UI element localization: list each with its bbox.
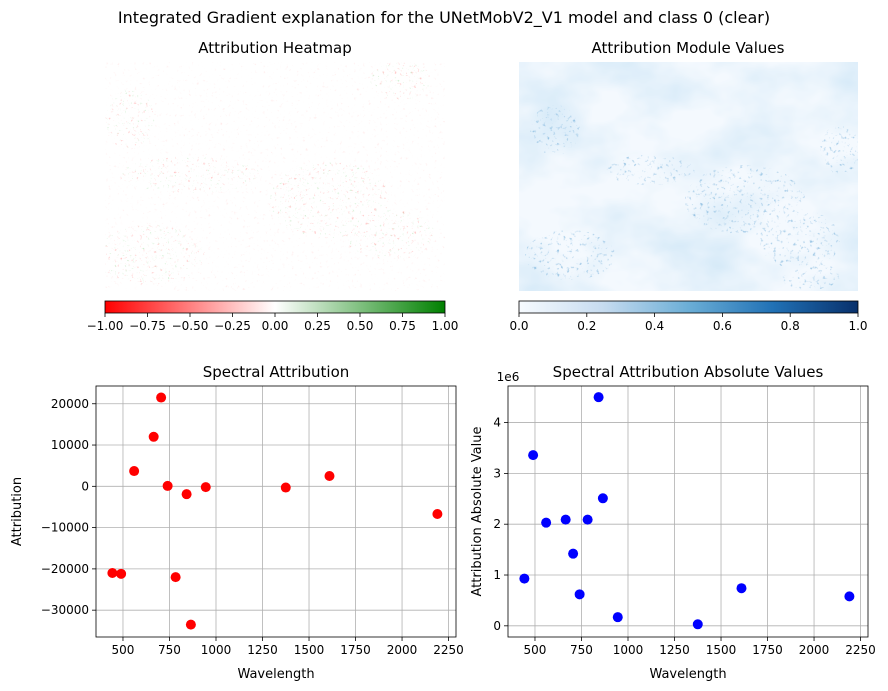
attribution-heatmap-panel: Attribution Heatmap −1.00 −0.75 −0.50 −0.25… [87, 39, 459, 333]
y-tick-label: 4 [493, 416, 501, 430]
chart-title: Spectral Attribution [203, 363, 350, 381]
scatter-point [597, 493, 608, 504]
x-tick-label: 1750 [752, 643, 783, 657]
scatter-point [560, 514, 571, 525]
x-tick-label: 750 [570, 643, 593, 657]
x-tick-label: 1000 [613, 643, 644, 657]
x-tick-label: 2250 [433, 643, 464, 657]
x-tick-label: 2000 [799, 643, 830, 657]
heatmap-left-title: Attribution Heatmap [198, 39, 352, 57]
scatter-point [844, 591, 855, 602]
plot-frame [507, 385, 869, 638]
scatter-point [541, 517, 552, 528]
colorbar-tick-label: 0.2 [577, 319, 596, 333]
colorbar-tick-label: 0.25 [304, 319, 331, 333]
x-tick-label: 1250 [659, 643, 690, 657]
colorbar-tick-label: 0.4 [645, 319, 664, 333]
colorbar-tick-label: 1.00 [432, 319, 459, 333]
scatter-point [324, 470, 335, 481]
scatter-point [200, 482, 211, 493]
attribution-module-panel: Attribution Module Values 0.0 0.2 0.4 0.6 0.… [509, 39, 867, 333]
scatter-point [170, 572, 181, 583]
y-tick-label: 0 [493, 619, 501, 633]
x-tick-label: 1750 [340, 643, 371, 657]
x-tick-label: 1250 [247, 643, 278, 657]
scatter-point [574, 589, 585, 600]
colorbar-tick-label: 0.0 [509, 319, 528, 333]
colorbar-tick-label: −0.25 [214, 319, 251, 333]
colorbar-tick-label: −0.50 [172, 319, 209, 333]
colorbar-tick-label: 0.00 [262, 319, 289, 333]
colorbar-tick-label: 0.50 [347, 319, 374, 333]
plot-frame [95, 385, 457, 638]
x-tick-label: 2000 [387, 643, 418, 657]
scatter-point [185, 619, 196, 630]
heatmap-right-title: Attribution Module Values [592, 39, 785, 57]
scatter-point [432, 508, 443, 519]
x-axis-label: Wavelength [649, 667, 726, 682]
colorbar-tick-label: −1.00 [87, 319, 124, 333]
y-tick-label: 1 [493, 568, 501, 582]
scatter-point [612, 612, 623, 623]
scatter-point [736, 583, 747, 594]
scatter-point [582, 514, 593, 525]
heatmap-left-image [105, 62, 445, 291]
colorbar-tick-label: 0.75 [389, 319, 416, 333]
colorbar-left [104, 300, 446, 314]
spectral-attribution-absolute-chart: 500 750 1000 1250 1500 1750 2000 2250 0 1 2 3 4 Spect… [470, 363, 876, 682]
y-axis-offset-label: 1e6 [497, 370, 520, 384]
x-tick-label: 2250 [845, 643, 876, 657]
scatter-point [692, 619, 703, 630]
y-tick-label: −10000 [41, 521, 89, 535]
scatter-point [162, 480, 173, 491]
x-tick-label: 1500 [294, 643, 325, 657]
scatter-point [568, 548, 579, 559]
scatter-point [129, 466, 140, 477]
scatter-point [528, 450, 539, 461]
scatter-point [156, 392, 167, 403]
y-tick-label: 2 [493, 517, 501, 531]
y-tick-label: −30000 [41, 603, 89, 617]
x-tick-label: 1000 [201, 643, 232, 657]
scatter-point [519, 573, 530, 584]
y-tick-label: −20000 [41, 562, 89, 576]
scatter-point [148, 431, 159, 442]
scatter-point [593, 392, 604, 403]
colorbar-tick-label: −0.75 [129, 319, 166, 333]
y-tick-label: 0 [81, 479, 89, 493]
x-tick-label: 750 [158, 643, 181, 657]
y-axis-label: Attribution [10, 477, 25, 546]
y-tick-label: 3 [493, 466, 501, 480]
x-tick-label: 500 [524, 643, 547, 657]
colorbar-tick-label: 1.0 [848, 319, 867, 333]
colorbar-right-ticks: 0.0 0.2 0.4 0.6 0.8 1.0 [509, 313, 868, 333]
x-tick-label: 1500 [706, 643, 737, 657]
colorbar-left-ticks: −1.00 −0.75 −0.50 −0.25 0.00 0.25 0.50 0.75 1.00 [87, 313, 459, 333]
colorbar-right [518, 300, 859, 314]
heatmap-right-image [519, 62, 858, 291]
colorbar-tick-label: 0.8 [781, 319, 800, 333]
colorbar-tick-label: 0.6 [713, 319, 732, 333]
x-tick-label: 500 [112, 643, 135, 657]
scatter-point [116, 568, 127, 579]
scatter-point [107, 568, 118, 579]
y-tick-label: 20000 [51, 397, 89, 411]
scatter-point [280, 482, 291, 493]
chart-title: Spectral Attribution Absolute Values [553, 363, 824, 381]
figure-title: Integrated Gradient explanation for the … [118, 8, 770, 28]
y-axis-label: Attribution Absolute Value [470, 427, 485, 597]
spectral-attribution-chart: 500 750 1000 1250 1500 1750 2000 2250 −30000 −200… [10, 363, 464, 682]
scatter-point [181, 489, 192, 500]
y-tick-label: 10000 [51, 438, 89, 452]
x-axis-label: Wavelength [237, 667, 314, 682]
